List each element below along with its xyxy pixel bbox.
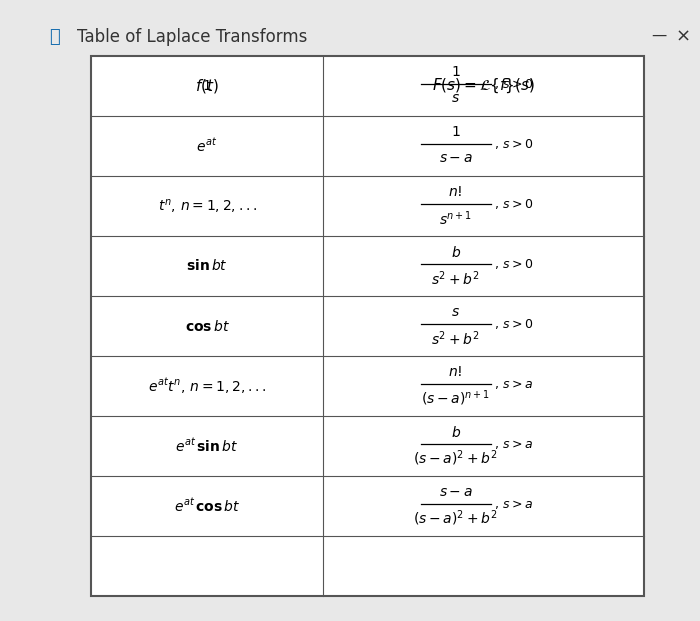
Text: $e^{at}\, \mathbf{sin}\, bt$: $e^{at}\, \mathbf{sin}\, bt$	[176, 437, 239, 455]
Text: $\mathbf{cos}\, bt$: $\mathbf{cos}\, bt$	[185, 319, 230, 333]
Text: $s^{n+1}$: $s^{n+1}$	[439, 209, 472, 228]
Text: $b$: $b$	[451, 245, 461, 260]
Text: $1$: $1$	[202, 79, 212, 93]
Text: $s^2+b^2$: $s^2+b^2$	[431, 269, 480, 288]
Text: $\mathbf{sin}\, bt$: $\mathbf{sin}\, bt$	[186, 258, 228, 273]
Text: ×: ×	[676, 28, 691, 46]
Text: $e^{at}t^n,\, n=1,2,...$: $e^{at}t^n,\, n=1,2,...$	[148, 376, 267, 396]
Text: $1$: $1$	[451, 125, 461, 139]
Text: $,\, s>a$: $,\, s>a$	[494, 378, 533, 391]
Text: $e^{at}$: $e^{at}$	[197, 137, 218, 155]
Text: $e^{at}\, \mathbf{cos}\, bt$: $e^{at}\, \mathbf{cos}\, bt$	[174, 497, 240, 515]
Text: $(s-a)^2+b^2$: $(s-a)^2+b^2$	[414, 449, 498, 468]
Text: $,\, s>0$: $,\, s>0$	[494, 257, 533, 271]
Text: $n!$: $n!$	[449, 185, 463, 199]
Text: —: —	[651, 28, 666, 43]
Text: $,\, s>a$: $,\, s>a$	[494, 438, 533, 451]
Text: $,\, s>0$: $,\, s>0$	[494, 137, 533, 151]
Text: $s-a$: $s-a$	[439, 152, 472, 165]
Text: $s^2+b^2$: $s^2+b^2$	[431, 329, 480, 348]
Text: $,\, s>0$: $,\, s>0$	[494, 317, 533, 331]
Text: $,\, s>a$: $,\, s>a$	[494, 498, 533, 510]
Text: $s-a$: $s-a$	[439, 486, 472, 499]
Text: $(s-a)^2+b^2$: $(s-a)^2+b^2$	[414, 509, 498, 528]
Text: $1$: $1$	[451, 65, 461, 79]
Text: $n!$: $n!$	[449, 365, 463, 379]
Text: Table of Laplace Transforms: Table of Laplace Transforms	[77, 28, 307, 46]
Text: $s$: $s$	[452, 91, 460, 106]
Text: $,\, s>0$: $,\, s>0$	[494, 77, 533, 91]
Text: ⓘ: ⓘ	[49, 28, 60, 46]
Text: $,\, s>0$: $,\, s>0$	[494, 197, 533, 211]
Text: $F(s) = \mathcal{L}\{f\}(s)$: $F(s) = \mathcal{L}\{f\}(s)$	[432, 77, 536, 95]
Text: $f(t)$: $f(t)$	[195, 77, 219, 95]
Text: $s$: $s$	[452, 306, 460, 319]
Text: $t^n,\, n=1,2,...$: $t^n,\, n=1,2,...$	[158, 197, 257, 215]
Text: $(s-a)^{n+1}$: $(s-a)^{n+1}$	[421, 389, 490, 408]
Text: $b$: $b$	[451, 425, 461, 440]
